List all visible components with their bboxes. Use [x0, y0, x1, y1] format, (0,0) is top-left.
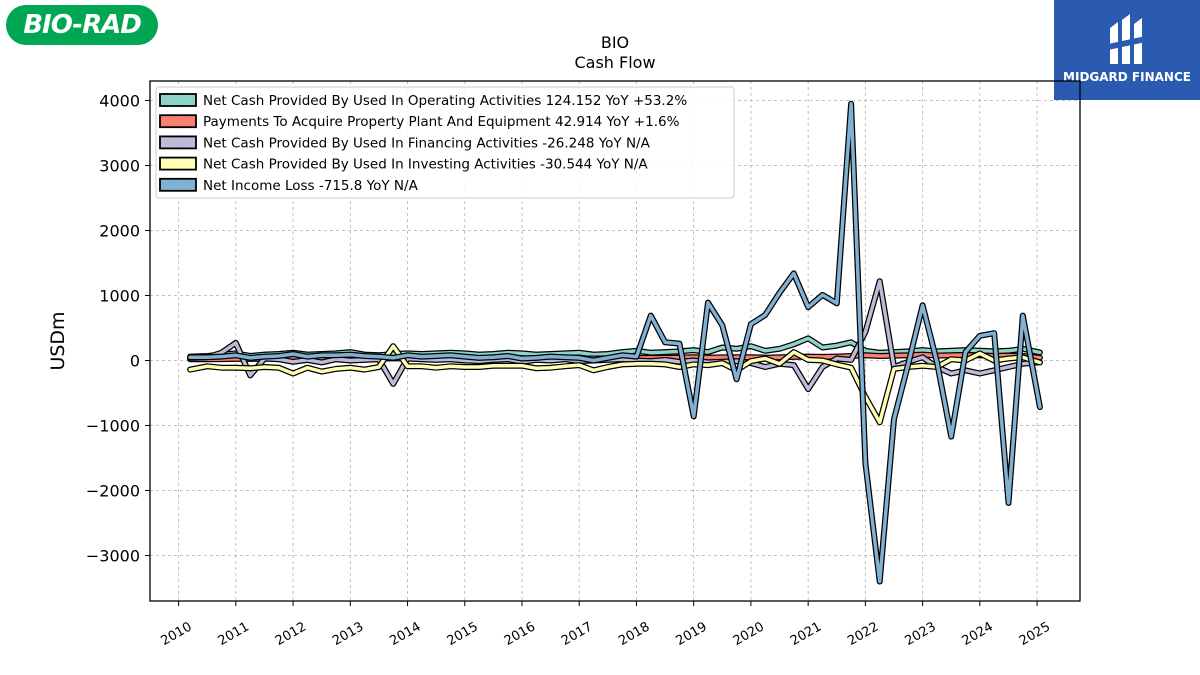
y-tick-label: −2000: [86, 482, 140, 501]
x-tick-label: 2013: [330, 619, 366, 649]
x-tick-label: 2011: [216, 619, 252, 649]
x-tick-label: 2014: [387, 619, 423, 649]
x-tick-label: 2018: [616, 619, 652, 649]
legend-swatch: [159, 114, 197, 129]
x-tick-label: 2024: [960, 619, 996, 649]
x-tick-label: 2021: [788, 619, 824, 649]
y-tick-label: −1000: [86, 417, 140, 436]
y-tick-label: 2000: [99, 222, 140, 241]
x-tick-label: 2010: [158, 619, 194, 649]
x-tick-label: 2023: [902, 619, 938, 649]
x-axis-ticks: 2010 2011 2012 2013 2014 2015 2016 2017 2018 2019…: [158, 601, 1053, 649]
midgard-mark-icon: [1108, 14, 1146, 64]
series-line-4: [187, 343, 1043, 426]
legend-swatch: [159, 156, 197, 171]
bio-rad-logo: BIO-RAD: [6, 5, 158, 45]
y-tick-label: 1000: [99, 287, 140, 306]
series-lines: [187, 100, 1043, 585]
chart-subtitle: Cash Flow: [574, 53, 655, 72]
legend-label: Net Income Loss -715.8 YoY N/A: [203, 178, 419, 194]
legend-box: [155, 86, 735, 199]
legend-swatch: [159, 135, 197, 150]
x-tick-label: 2025: [1017, 619, 1053, 649]
midgard-finance-brand: MIDGARD FINANCE: [1063, 70, 1191, 84]
x-tick-label: 2019: [674, 619, 710, 649]
legend-swatch: [159, 177, 197, 192]
x-tick-label: 2015: [445, 619, 481, 649]
chart-title: BIO: [601, 33, 629, 52]
x-tick-label: 2022: [845, 619, 881, 649]
series-line-5: [187, 100, 1043, 585]
legend-label: Net Cash Provided By Used In Investing A…: [203, 157, 648, 173]
x-tick-label: 2012: [273, 619, 309, 649]
y-axis-ticks: −3000 −2000 −1000 0 1000 2000 3000 4000: [86, 92, 150, 566]
y-tick-label: 3000: [99, 157, 140, 176]
y-tick-label: −3000: [86, 547, 140, 566]
bio-rad-logo-text: BIO-RAD: [23, 10, 142, 40]
grid: [150, 81, 1080, 601]
y-tick-label: 4000: [99, 92, 140, 111]
legend-label: Net Cash Provided By Used In Operating A…: [203, 93, 687, 109]
legend: Net Cash Provided By Used In Operating A…: [155, 86, 735, 199]
plot-frame: [149, 80, 1081, 602]
y-axis-label: USDm: [47, 311, 69, 370]
legend-label: Net Cash Provided By Used In Financing A…: [203, 135, 651, 151]
x-tick-label: 2016: [502, 619, 538, 649]
midgard-finance-logo: MIDGARD FINANCE: [1054, 0, 1200, 100]
x-tick-label: 2020: [731, 619, 767, 649]
y-tick-label: 0: [130, 352, 140, 371]
legend-label: Payments To Acquire Property Plant And E…: [203, 114, 680, 130]
legend-swatch: [159, 93, 197, 107]
x-tick-label: 2017: [559, 619, 595, 649]
